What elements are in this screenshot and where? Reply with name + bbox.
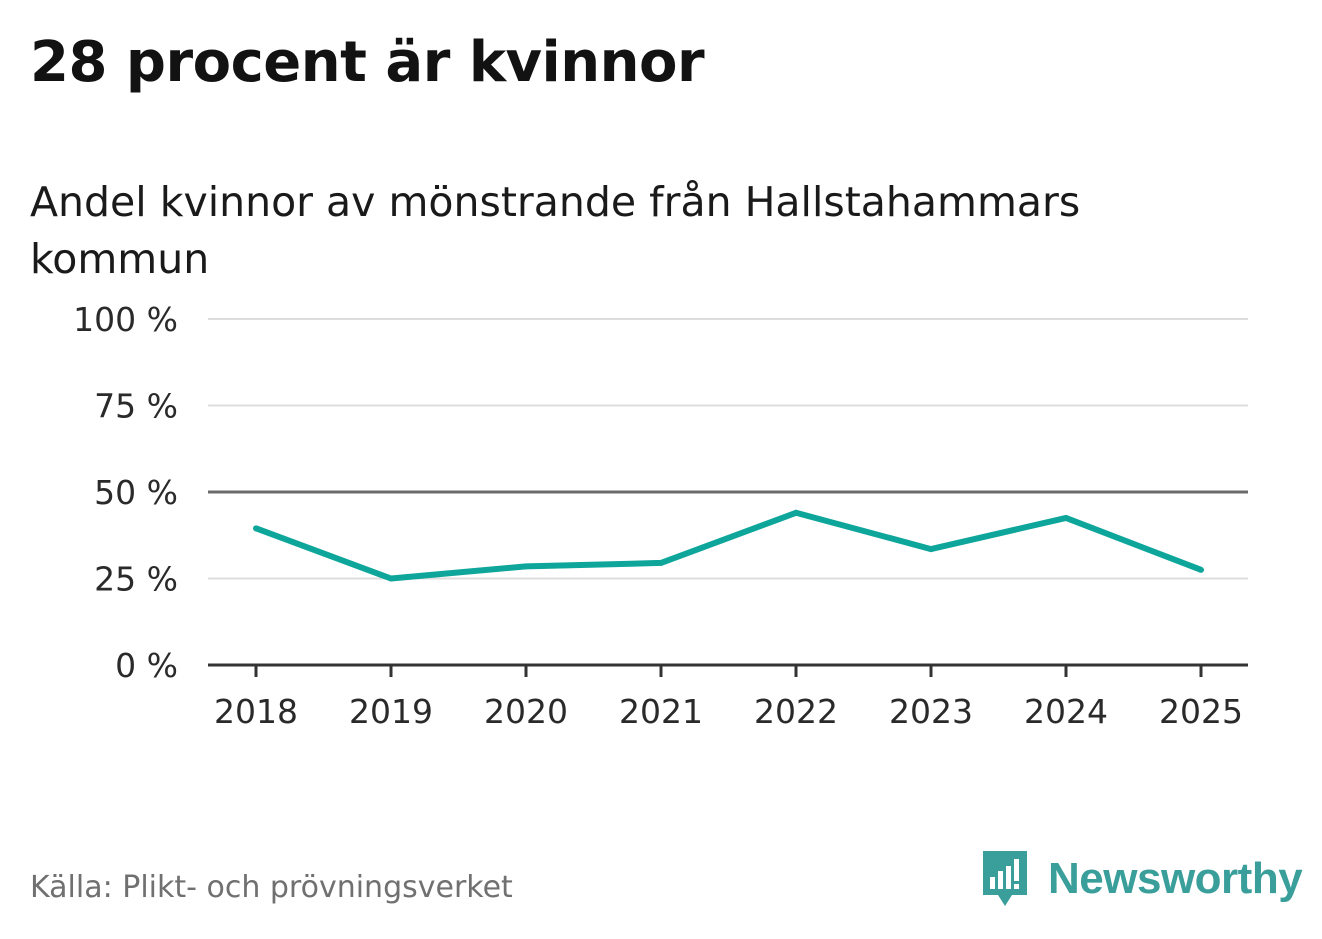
series-line [254, 509, 1203, 582]
line-chart: 0 % 25 % 50 % 75 % 100 % 2018 2019 2020 2021 202… [73, 300, 1248, 731]
chart-subtitle: Andel kvinnor av mönstrande från Hallsta… [30, 178, 1081, 283]
y-tick-label: 50 % [94, 473, 178, 512]
x-tick-label: 2018 [214, 692, 298, 731]
source-note: Källa: Plikt- och prövningsverket [30, 870, 513, 905]
x-tick-label: 2021 [619, 692, 703, 731]
y-tick-label: 100 % [73, 300, 178, 339]
data-point [928, 546, 934, 553]
x-tick-label: 2022 [754, 692, 838, 731]
data-point [253, 525, 259, 532]
y-tick-label: 0 % [115, 646, 178, 685]
x-tick-label: 2023 [889, 692, 973, 731]
newsworthy-logo-icon [983, 851, 1027, 906]
brand-name: Newsworthy [1048, 854, 1303, 903]
y-tick-label: 25 % [94, 560, 178, 599]
data-point [1198, 566, 1204, 573]
x-tick-label: 2024 [1024, 692, 1108, 731]
data-point [388, 575, 394, 582]
y-tick-label: 75 % [94, 387, 178, 426]
x-tick-label: 2020 [484, 692, 568, 731]
data-point [1063, 514, 1069, 521]
data-point [793, 509, 799, 516]
x-tick-label: 2019 [349, 692, 433, 731]
brand: Newsworthy [980, 849, 1303, 909]
x-tick-label: 2025 [1159, 692, 1243, 731]
data-point [658, 559, 664, 566]
data-point [523, 563, 529, 570]
chart-title: 28 procent är kvinnor [30, 30, 705, 95]
